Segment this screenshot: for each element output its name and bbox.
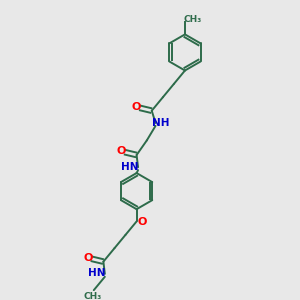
Text: O: O xyxy=(132,102,141,112)
Text: O: O xyxy=(138,217,147,227)
Text: CH₃: CH₃ xyxy=(83,292,101,300)
Text: O: O xyxy=(83,253,93,263)
Text: CH₃: CH₃ xyxy=(184,15,202,24)
Text: O: O xyxy=(117,146,126,157)
Text: HN: HN xyxy=(88,268,105,278)
Text: HN: HN xyxy=(121,162,139,172)
Text: NH: NH xyxy=(152,118,169,128)
